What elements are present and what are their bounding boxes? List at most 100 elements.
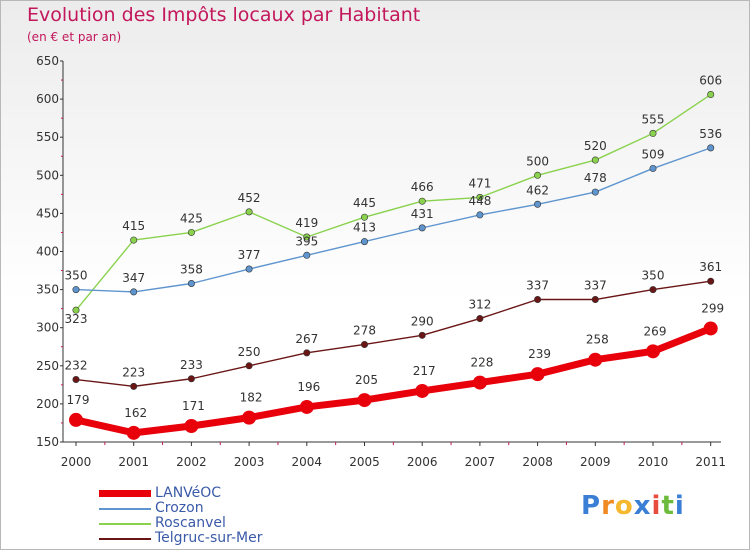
data-point — [187, 280, 195, 288]
data-point — [72, 286, 80, 294]
data-label: 395 — [295, 234, 318, 248]
data-label: 269 — [644, 324, 667, 338]
data-label: 448 — [468, 194, 491, 208]
series-line — [75, 280, 712, 388]
data-label: 323 — [65, 312, 88, 326]
data-point — [591, 188, 599, 196]
data-label: 171 — [182, 399, 205, 413]
data-point — [299, 399, 314, 414]
x-tick-label: 2005 — [349, 455, 380, 469]
data-label: 350 — [65, 269, 88, 283]
data-labels-layer: 179 162 171 182 196 205 217 228 239 258 269 299 350 3… — [65, 74, 725, 420]
logo-letter: t — [661, 491, 675, 521]
data-point — [303, 251, 311, 259]
data-point — [591, 296, 599, 304]
data-label: 431 — [411, 207, 434, 221]
data-point — [360, 340, 368, 348]
x-tick-label: 2006 — [407, 455, 438, 469]
data-label: 337 — [584, 279, 607, 293]
data-point — [130, 236, 138, 244]
data-point — [242, 410, 257, 425]
data-label: 520 — [584, 139, 607, 153]
x-tick-label: 2003 — [234, 455, 265, 469]
y-tick-label: 650 — [36, 54, 59, 68]
series-line — [75, 147, 712, 293]
y-tick-label: 350 — [36, 283, 59, 297]
data-point — [69, 412, 83, 427]
x-tick-label: 2011 — [695, 455, 726, 469]
logo-letter: P — [581, 491, 602, 521]
data-label: 425 — [180, 211, 203, 225]
data-label: 162 — [124, 406, 147, 420]
data-point — [72, 376, 80, 384]
data-point — [187, 375, 195, 383]
y-tick-label: 200 — [36, 397, 59, 411]
data-label: 509 — [642, 147, 665, 161]
chart-title: Evolution des Impôts locaux par Habitant — [27, 4, 421, 26]
data-point — [184, 418, 199, 433]
data-point — [591, 156, 599, 164]
data-label: 299 — [701, 301, 724, 315]
data-label: 606 — [699, 74, 722, 88]
legend-label: Roscanvel — [155, 515, 226, 531]
data-point — [130, 382, 138, 390]
legend-label: LANVéOC — [155, 485, 222, 501]
data-label: 267 — [295, 332, 318, 346]
data-point — [534, 200, 542, 208]
x-tick-label: 2001 — [118, 455, 149, 469]
proxiti-logo: Proxiti — [581, 491, 685, 521]
data-point — [649, 164, 657, 172]
data-point — [303, 349, 311, 357]
data-label: 337 — [526, 279, 549, 293]
data-label: 278 — [353, 323, 376, 337]
data-point — [530, 367, 545, 382]
data-label: 182 — [240, 391, 263, 405]
logo-letter: i — [674, 491, 685, 521]
data-point — [534, 296, 542, 304]
x-tick-label: 2002 — [176, 455, 207, 469]
data-point — [418, 331, 426, 339]
legend: LANVéOC Crozon Roscanvel Telgruc-sur-Mer — [99, 486, 262, 546]
data-point — [360, 213, 368, 221]
data-point — [418, 197, 426, 205]
legend-swatch — [99, 490, 151, 497]
data-label: 361 — [699, 260, 722, 274]
data-point — [646, 344, 660, 359]
data-label: 555 — [642, 112, 665, 126]
data-label: 250 — [238, 345, 261, 359]
data-point — [130, 288, 138, 296]
data-point — [303, 233, 311, 241]
logo-letter: i — [651, 491, 662, 521]
data-point — [476, 211, 484, 219]
chart-subtitle: (en € et par an) — [27, 30, 122, 44]
data-label: 205 — [355, 373, 378, 387]
data-label: 179 — [67, 393, 90, 407]
data-point — [418, 224, 426, 232]
y-tick-label: 600 — [36, 92, 59, 106]
x-tick-label: 2009 — [580, 455, 611, 469]
data-label: 415 — [122, 219, 145, 233]
series-layer — [69, 91, 718, 440]
x-tick-label: 2000 — [61, 455, 92, 469]
data-label: 223 — [122, 365, 145, 379]
data-label: 452 — [238, 191, 261, 205]
x-tick-label: 2007 — [465, 455, 496, 469]
legend-item: Roscanvel — [99, 516, 262, 531]
logo-letter: x — [633, 491, 652, 521]
data-point — [707, 144, 715, 152]
x-tick-label: 2004 — [292, 455, 323, 469]
data-label: 462 — [526, 183, 549, 197]
data-point — [649, 129, 657, 137]
data-point — [415, 383, 430, 398]
logo-letter: r — [601, 491, 615, 521]
data-label: 536 — [699, 127, 722, 141]
data-point — [534, 171, 542, 179]
data-label: 312 — [468, 298, 491, 312]
legend-label: Crozon — [155, 500, 204, 516]
legend-label: Telgruc-sur-Mer — [155, 530, 263, 546]
data-point — [357, 393, 372, 408]
y-tick-label: 450 — [36, 206, 59, 220]
data-label: 350 — [642, 269, 665, 283]
